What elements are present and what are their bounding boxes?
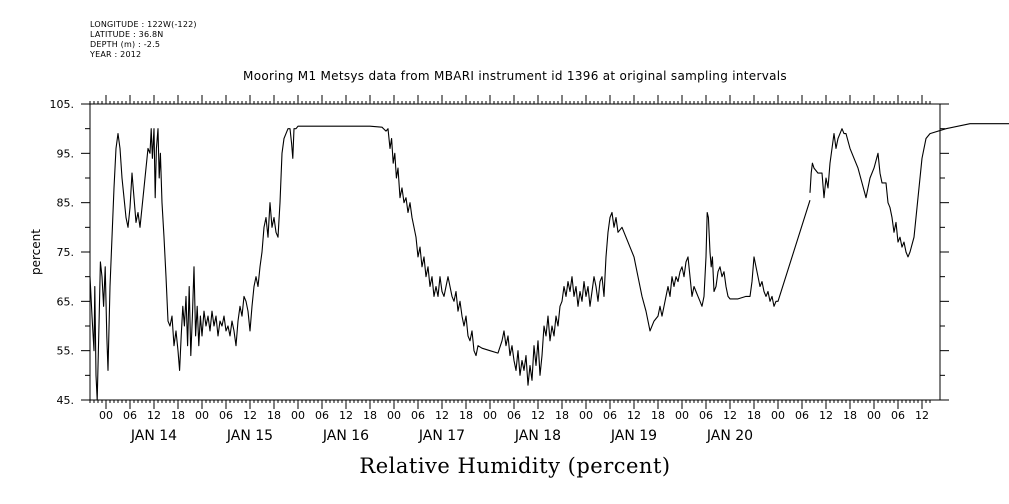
x-hour-label: 12 xyxy=(435,409,449,422)
x-axis-ticks: 00 06 12 18 00 06 12 18 00 06 12 18 00 06 12 18 00 06 12 18… xyxy=(89,95,931,444)
data-series xyxy=(89,123,1009,401)
x-day-label: JAN 19 xyxy=(610,428,657,444)
y-tick-label: 55. xyxy=(57,345,75,358)
x-hour-label: 00 xyxy=(387,409,401,422)
metadata-block: LONGITUDE : 122W(-122) LATITUDE : 36.8N … xyxy=(90,20,197,60)
x-hour-label: 00 xyxy=(291,409,305,422)
x-day-label: JAN 20 xyxy=(706,428,753,444)
x-hour-label: 06 xyxy=(603,409,617,422)
x-hour-label: 06 xyxy=(123,409,137,422)
x-hour-label: 12 xyxy=(627,409,641,422)
x-hour-label: 06 xyxy=(795,409,809,422)
y-tick-label: 75. xyxy=(57,246,75,259)
x-hour-label: 00 xyxy=(99,409,113,422)
y-axis-ticks: 45. 55. 65. 75. 85. 95. 105. xyxy=(50,98,949,407)
x-hour-label: 18 xyxy=(651,409,665,422)
x-hour-label: 12 xyxy=(147,409,161,422)
x-day-label: JAN 14 xyxy=(130,428,177,444)
chart-title: Mooring M1 Metsys data from MBARI instru… xyxy=(243,69,787,83)
x-hour-label: 18 xyxy=(555,409,569,422)
x-hour-label: 00 xyxy=(195,409,209,422)
x-hour-label: 06 xyxy=(699,409,713,422)
x-hour-label: 00 xyxy=(483,409,497,422)
meta-year: YEAR : 2012 xyxy=(90,50,142,59)
x-hour-label: 00 xyxy=(675,409,689,422)
meta-latitude: LATITUDE : 36.8N xyxy=(90,30,164,39)
x-day-label: JAN 17 xyxy=(418,428,465,444)
x-axis-label: Relative Humidity (percent) xyxy=(359,454,671,478)
plot-frame xyxy=(89,103,941,401)
y-tick-label: 45. xyxy=(57,394,75,407)
x-hour-label: 00 xyxy=(771,409,785,422)
humidity-line xyxy=(809,123,1009,258)
x-hour-label: 12 xyxy=(243,409,257,422)
x-hour-label: 18 xyxy=(459,409,473,422)
y-axis-label: percent xyxy=(29,229,43,275)
x-day-label: JAN 16 xyxy=(322,428,369,444)
x-hour-label: 18 xyxy=(363,409,377,422)
x-day-label: JAN 15 xyxy=(226,428,273,444)
x-hour-label: 18 xyxy=(747,409,761,422)
y-tick-label: 85. xyxy=(57,197,75,210)
x-hour-label: 12 xyxy=(339,409,353,422)
x-hour-label: 12 xyxy=(531,409,545,422)
meta-longitude: LONGITUDE : 122W(-122) xyxy=(90,20,197,29)
x-hour-label: 18 xyxy=(267,409,281,422)
y-tick-label: 95. xyxy=(57,147,75,160)
y-tick-label: 105. xyxy=(50,98,75,111)
y-tick-label: 65. xyxy=(57,295,75,308)
x-hour-label: 18 xyxy=(843,409,857,422)
x-hour-label: 06 xyxy=(507,409,521,422)
x-hour-label: 06 xyxy=(891,409,905,422)
x-hour-label: 12 xyxy=(819,409,833,422)
humidity-line xyxy=(89,125,811,401)
x-hour-label: 12 xyxy=(915,409,929,422)
x-day-label: JAN 18 xyxy=(514,428,561,444)
x-hour-label: 00 xyxy=(867,409,881,422)
x-hour-label: 06 xyxy=(411,409,425,422)
x-hour-label: 06 xyxy=(219,409,233,422)
x-hour-label: 12 xyxy=(723,409,737,422)
x-hour-label: 06 xyxy=(315,409,329,422)
x-hour-label: 18 xyxy=(171,409,185,422)
x-hour-label: 00 xyxy=(579,409,593,422)
meta-depth: DEPTH (m) : -2.5 xyxy=(90,40,161,49)
